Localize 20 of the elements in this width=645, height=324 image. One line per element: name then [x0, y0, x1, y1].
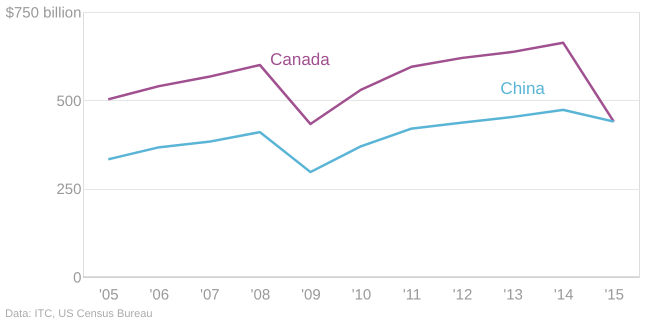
x-tick-label: '10	[352, 286, 372, 304]
y-tick-label: $750 billion	[6, 4, 82, 22]
x-tick-label: '11	[402, 286, 422, 304]
x-tick-label: '14	[554, 286, 574, 304]
x-tick-label: '12	[452, 286, 472, 304]
x-tick-label: '13	[503, 286, 523, 304]
x-tick-label: '15	[604, 286, 624, 304]
x-tick-label: '06	[150, 286, 170, 304]
line-series	[107, 108, 615, 174]
x-tick-label: '08	[250, 286, 270, 304]
line-series	[107, 41, 615, 126]
x-tick-label: '09	[301, 286, 321, 304]
x-tick-label: '05	[98, 286, 119, 304]
y-tick-label: 250	[56, 181, 82, 198]
x-tick-label: '07	[200, 286, 220, 304]
series-label: China	[500, 78, 546, 98]
series-label: Canada	[270, 50, 330, 69]
text: Data: ITC, US Census Bureau	[5, 308, 152, 320]
y-tick-label: 500	[56, 92, 82, 110]
y-tick-label: 0	[73, 270, 82, 286]
